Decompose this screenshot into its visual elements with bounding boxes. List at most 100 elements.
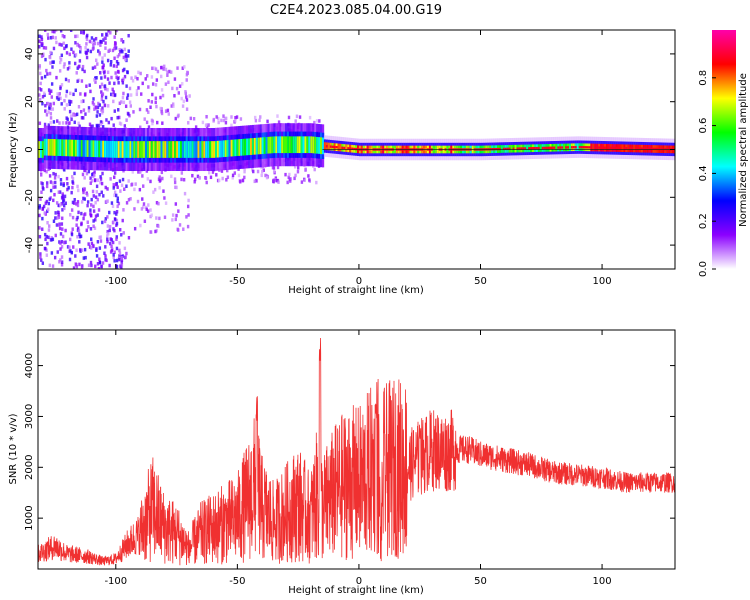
heatmap-cell [596, 146, 599, 149]
heatmap-cell [295, 114, 299, 119]
heatmap-cell [59, 203, 62, 207]
heatmap-cell [631, 147, 634, 150]
heatmap-cell [255, 179, 258, 183]
heatmap-cell [108, 48, 112, 52]
heatmap-cell [95, 76, 98, 80]
heatmap-cell [113, 190, 117, 195]
heatmap-cell [182, 99, 186, 104]
heatmap-cell [220, 140, 224, 158]
heatmap-cell [349, 147, 352, 150]
heatmap-cell [539, 144, 543, 152]
heatmap-cell [652, 147, 655, 151]
heatmap-cell [102, 38, 105, 42]
heatmap-cell [108, 140, 111, 158]
heatmap-cell [92, 42, 95, 46]
heatmap-cell [303, 178, 306, 183]
heatmap-cell [75, 112, 79, 117]
heatmap-cell [59, 57, 63, 62]
heatmap-cell [98, 235, 101, 240]
spectrogram-x-ticks: -100 -50 0 50 100 [104, 30, 612, 287]
heatmap-cell [49, 138, 52, 156]
heatmap-cell [40, 190, 43, 194]
heatmap-cell [43, 211, 46, 215]
heatmap-cell [92, 38, 96, 42]
heatmap-cell [545, 146, 548, 150]
heatmap-cell [293, 176, 296, 181]
heatmap-cell [323, 142, 327, 150]
heatmap-cell [69, 30, 73, 32]
heatmap-cell [89, 260, 93, 265]
heatmap-cell [147, 110, 150, 114]
heatmap-cell [73, 120, 76, 125]
heatmap-cell [115, 264, 119, 269]
heatmap-cell [214, 140, 218, 158]
heatmap-cell [86, 203, 89, 208]
x-tick-label: -100 [104, 276, 127, 287]
x-tick-label: 0 [356, 276, 362, 287]
heatmap-cell [104, 217, 108, 221]
heatmap-cell [89, 181, 92, 185]
heatmap-cell [347, 147, 350, 150]
heatmap-cell [51, 65, 54, 69]
heatmap-cell [75, 248, 78, 253]
heatmap-cell [82, 256, 86, 260]
y-tick-label: -40 [24, 237, 35, 253]
heatmap-cell [99, 122, 103, 127]
heatmap-cell [43, 138, 47, 156]
heatmap-cell [186, 70, 189, 75]
heatmap-cell [43, 91, 46, 96]
heatmap-cell [116, 185, 119, 189]
heatmap-cell [129, 93, 133, 97]
heatmap-cell [141, 174, 144, 178]
heatmap-cell [99, 177, 103, 181]
heatmap-cell [82, 216, 85, 221]
heatmap-cell [138, 107, 142, 112]
heatmap-cell [173, 93, 176, 98]
heatmap-cell [209, 175, 213, 180]
heatmap-cell [114, 71, 117, 75]
heatmap-cell [71, 185, 74, 190]
heatmap-cell [59, 247, 62, 251]
heatmap-cell [53, 255, 57, 260]
heatmap-cell [75, 71, 78, 75]
heatmap-cell [112, 255, 115, 260]
heatmap-cell [63, 168, 66, 172]
heatmap-cell [213, 141, 216, 158]
heatmap-cell [177, 209, 180, 213]
heatmap-cell [74, 41, 77, 45]
heatmap-cell [64, 201, 68, 206]
heatmap-cell [56, 119, 59, 123]
colorbar-bar [712, 30, 736, 269]
heatmap-cell [276, 165, 280, 170]
heatmap-cell [555, 143, 558, 152]
heatmap-cell [171, 213, 175, 217]
heatmap-cell [160, 170, 164, 175]
heatmap-cell [167, 112, 170, 116]
heatmap-cell [43, 168, 46, 173]
heatmap-cell [146, 74, 149, 78]
heatmap-cell [76, 203, 80, 208]
heatmap-cell [121, 80, 125, 85]
heatmap-cell [104, 46, 107, 50]
heatmap-cell [103, 71, 106, 75]
heatmap-cell [112, 227, 115, 231]
heatmap-cell [246, 138, 249, 156]
heatmap-cell [52, 198, 55, 203]
heatmap-cell [71, 180, 74, 184]
heatmap-cell [155, 78, 159, 82]
heatmap-cell [108, 228, 111, 233]
heatmap-cell [60, 53, 64, 58]
heatmap-cell [584, 146, 587, 149]
heatmap-cell [228, 139, 231, 157]
heatmap-cell [592, 143, 595, 152]
heatmap-cell [78, 232, 81, 237]
heatmap-cell [50, 251, 54, 255]
heatmap-cell [98, 246, 102, 250]
heatmap-cell [185, 78, 188, 82]
heatmap-cell [559, 146, 562, 149]
colorbar-tick-label: 0.6 [698, 118, 709, 134]
heatmap-cell [302, 136, 305, 154]
heatmap-cell [315, 180, 318, 185]
heatmap-cell [97, 266, 101, 269]
heatmap-cell [304, 136, 307, 154]
